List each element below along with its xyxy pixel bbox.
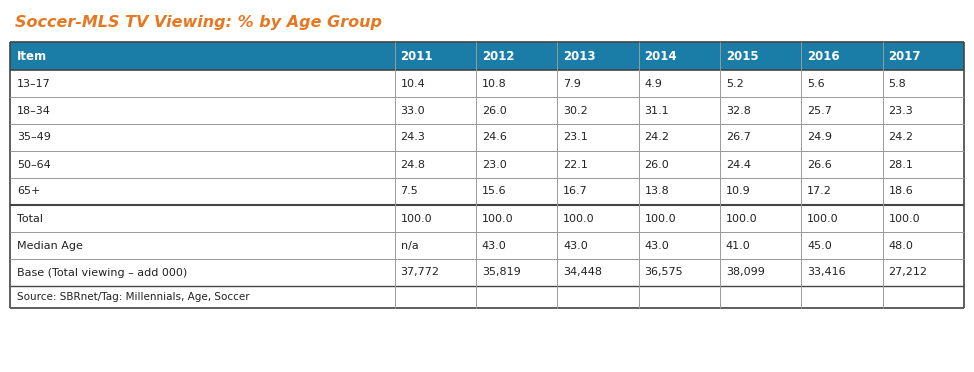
Text: 32.8: 32.8 bbox=[726, 106, 751, 115]
Text: 22.1: 22.1 bbox=[563, 160, 588, 170]
Text: 31.1: 31.1 bbox=[645, 106, 669, 115]
Text: 65+: 65+ bbox=[17, 186, 40, 196]
Text: 100.0: 100.0 bbox=[563, 214, 595, 224]
Text: 26.0: 26.0 bbox=[482, 106, 506, 115]
Text: Median Age: Median Age bbox=[17, 241, 83, 250]
Text: 43.0: 43.0 bbox=[645, 241, 669, 250]
Text: 100.0: 100.0 bbox=[726, 214, 758, 224]
Text: 35,819: 35,819 bbox=[482, 267, 520, 278]
Text: 17.2: 17.2 bbox=[807, 186, 832, 196]
Text: 26.7: 26.7 bbox=[726, 132, 751, 142]
Bar bbox=[10, 259, 964, 286]
Text: 27,212: 27,212 bbox=[888, 267, 927, 278]
Text: 34,448: 34,448 bbox=[563, 267, 602, 278]
Text: 10.9: 10.9 bbox=[726, 186, 751, 196]
Bar bbox=[10, 178, 964, 205]
Text: Item: Item bbox=[17, 49, 47, 62]
Text: 23.3: 23.3 bbox=[888, 106, 914, 115]
Text: 100.0: 100.0 bbox=[807, 214, 839, 224]
Text: 2014: 2014 bbox=[645, 49, 677, 62]
Text: 100.0: 100.0 bbox=[400, 214, 432, 224]
Bar bbox=[10, 286, 964, 308]
Text: Soccer-MLS TV Viewing: % by Age Group: Soccer-MLS TV Viewing: % by Age Group bbox=[15, 15, 382, 29]
Text: 16.7: 16.7 bbox=[563, 186, 588, 196]
Text: Base (Total viewing – add 000): Base (Total viewing – add 000) bbox=[17, 267, 187, 278]
Text: 10.8: 10.8 bbox=[482, 78, 506, 89]
Text: 24.4: 24.4 bbox=[726, 160, 751, 170]
Text: 24.2: 24.2 bbox=[645, 132, 669, 142]
Text: 45.0: 45.0 bbox=[807, 241, 832, 250]
Text: 24.6: 24.6 bbox=[482, 132, 506, 142]
Text: 2016: 2016 bbox=[807, 49, 840, 62]
Text: 2017: 2017 bbox=[888, 49, 921, 62]
Text: Source: SBRnet/Tag: Millennials, Age, Soccer: Source: SBRnet/Tag: Millennials, Age, So… bbox=[17, 292, 249, 302]
Text: 36,575: 36,575 bbox=[645, 267, 683, 278]
Text: 2011: 2011 bbox=[400, 49, 433, 62]
Bar bbox=[10, 124, 964, 151]
Text: 48.0: 48.0 bbox=[888, 241, 914, 250]
Text: 13–17: 13–17 bbox=[17, 78, 51, 89]
Text: 10.4: 10.4 bbox=[400, 78, 426, 89]
Text: 28.1: 28.1 bbox=[888, 160, 914, 170]
Bar bbox=[10, 151, 964, 178]
Text: 26.6: 26.6 bbox=[807, 160, 832, 170]
Text: 25.7: 25.7 bbox=[807, 106, 832, 115]
Text: 100.0: 100.0 bbox=[645, 214, 676, 224]
Text: 100.0: 100.0 bbox=[888, 214, 920, 224]
Text: 7.9: 7.9 bbox=[563, 78, 581, 89]
Bar bbox=[10, 232, 964, 259]
Text: 5.8: 5.8 bbox=[888, 78, 906, 89]
Text: 23.0: 23.0 bbox=[482, 160, 506, 170]
Text: 24.9: 24.9 bbox=[807, 132, 832, 142]
Text: 5.2: 5.2 bbox=[726, 78, 743, 89]
Text: 30.2: 30.2 bbox=[563, 106, 588, 115]
Text: 2015: 2015 bbox=[726, 49, 759, 62]
Text: 2013: 2013 bbox=[563, 49, 596, 62]
Text: Total: Total bbox=[17, 214, 43, 224]
Text: 24.8: 24.8 bbox=[400, 160, 426, 170]
Text: 43.0: 43.0 bbox=[482, 241, 506, 250]
Text: 50–64: 50–64 bbox=[17, 160, 51, 170]
Text: 18.6: 18.6 bbox=[888, 186, 914, 196]
Text: 23.1: 23.1 bbox=[563, 132, 588, 142]
Text: n/a: n/a bbox=[400, 241, 418, 250]
Bar bbox=[10, 97, 964, 124]
Text: 26.0: 26.0 bbox=[645, 160, 669, 170]
Text: 7.5: 7.5 bbox=[400, 186, 418, 196]
Text: 18–34: 18–34 bbox=[17, 106, 51, 115]
Text: 37,772: 37,772 bbox=[400, 267, 439, 278]
Text: 24.2: 24.2 bbox=[888, 132, 914, 142]
Text: 41.0: 41.0 bbox=[726, 241, 751, 250]
Text: 15.6: 15.6 bbox=[482, 186, 506, 196]
Text: 35–49: 35–49 bbox=[17, 132, 51, 142]
Bar bbox=[10, 70, 964, 97]
Text: 100.0: 100.0 bbox=[482, 214, 513, 224]
Text: 2012: 2012 bbox=[482, 49, 514, 62]
Text: 5.6: 5.6 bbox=[807, 78, 825, 89]
Text: 4.9: 4.9 bbox=[645, 78, 662, 89]
Text: 24.3: 24.3 bbox=[400, 132, 426, 142]
Text: 33.0: 33.0 bbox=[400, 106, 425, 115]
Bar bbox=[10, 42, 964, 70]
Text: 43.0: 43.0 bbox=[563, 241, 588, 250]
Text: 38,099: 38,099 bbox=[726, 267, 765, 278]
Text: 13.8: 13.8 bbox=[645, 186, 669, 196]
Text: 33,416: 33,416 bbox=[807, 267, 845, 278]
Bar bbox=[10, 205, 964, 232]
